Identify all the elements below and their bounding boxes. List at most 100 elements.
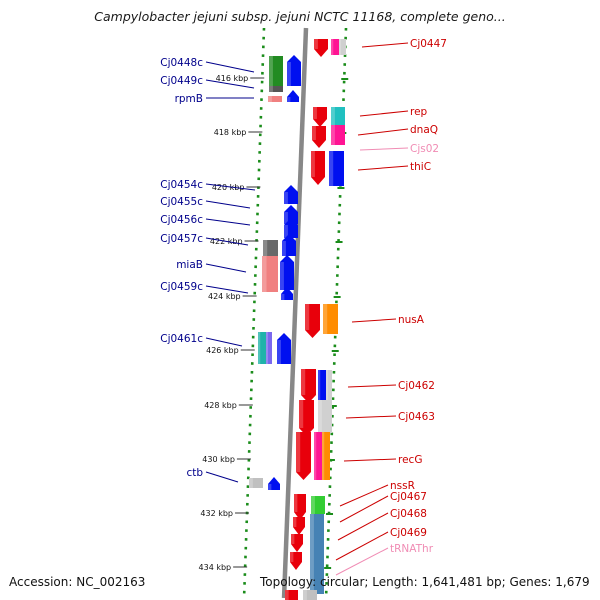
gene-block xyxy=(305,304,320,338)
gene-highlight xyxy=(268,484,272,490)
gene-body xyxy=(284,192,298,204)
gene-body xyxy=(293,517,305,527)
gene-body xyxy=(318,370,326,400)
gene-arrow-head xyxy=(301,395,316,403)
right-gene-label: Cjs02 xyxy=(410,143,439,155)
gene-body xyxy=(305,304,320,330)
gene-arrow-head xyxy=(280,255,294,262)
left-label-leader xyxy=(205,237,249,246)
left-label-leader xyxy=(205,285,249,294)
topology-text: Topology: circular; Length: 1,641,481 bp… xyxy=(260,575,590,589)
gene-highlight xyxy=(331,39,334,55)
gene-block xyxy=(293,517,305,535)
gene-body xyxy=(314,39,328,49)
right-label-leader xyxy=(359,147,409,151)
axis-line xyxy=(281,27,309,599)
genome-axis-backbone xyxy=(281,27,309,599)
gene-body xyxy=(323,304,338,334)
gene-highlight xyxy=(314,39,318,49)
gene-body xyxy=(281,294,293,300)
gene-highlight xyxy=(318,370,321,400)
gene-arrow-head xyxy=(290,562,302,570)
gene-arrow-head xyxy=(284,218,298,225)
gene-block xyxy=(287,90,299,102)
gene-body xyxy=(301,369,316,395)
label-leaders xyxy=(205,42,409,576)
right-gene-label: tRNAThr xyxy=(390,543,434,555)
gene-block xyxy=(311,151,325,185)
ruler-tick-label: 418 kbp xyxy=(214,128,247,137)
left-gene-label: Cj0455c xyxy=(160,196,203,208)
gene-block xyxy=(314,432,322,480)
gene-block xyxy=(266,332,272,364)
gene-body xyxy=(291,534,303,544)
gene-block xyxy=(284,218,298,238)
gene-highlight xyxy=(293,517,297,527)
ruler-tick-label: 428 kbp xyxy=(204,401,237,410)
gene-highlight xyxy=(303,590,307,600)
gene-highlight xyxy=(269,86,273,92)
right-gene-label: nssR xyxy=(390,480,415,492)
gene-block xyxy=(323,304,338,334)
right-label-leader xyxy=(357,128,409,136)
gene-highlight xyxy=(296,432,301,472)
left-label-leader xyxy=(205,183,256,191)
gene-block xyxy=(312,126,326,148)
right-label-leader xyxy=(343,458,397,462)
right-label-leader xyxy=(335,547,389,576)
left-label-leader xyxy=(205,218,251,226)
gene-block xyxy=(291,534,303,552)
gene-highlight xyxy=(318,400,322,433)
gene-body xyxy=(268,484,280,490)
gene-highlight xyxy=(284,225,288,238)
gene-block xyxy=(318,370,326,400)
gene-highlight xyxy=(322,432,325,480)
gene-block xyxy=(258,332,266,364)
gene-body xyxy=(303,590,317,600)
gene-highlight xyxy=(287,62,291,86)
gene-body xyxy=(287,97,299,102)
gene-body xyxy=(277,340,291,364)
gene-body xyxy=(269,86,283,92)
gene-highlight xyxy=(311,151,315,177)
gene-block xyxy=(326,370,332,400)
gene-block xyxy=(314,39,328,57)
gene-body xyxy=(313,107,327,119)
gene-labels: Cj0448c Cj0449c rpmB Cj0454c Cj0455c Cj0456c C… xyxy=(160,38,447,555)
gene-arrow-head xyxy=(287,90,299,97)
gene-arrow-head xyxy=(294,512,306,520)
gene-highlight xyxy=(313,107,317,119)
gene-highlight xyxy=(290,552,294,562)
accession-text: Accession: NC_002163 xyxy=(9,575,146,589)
gene-block xyxy=(329,151,344,186)
ruler-tick-label: 430 kbp xyxy=(202,455,235,464)
gene-arrow-head xyxy=(314,49,328,57)
gene-highlight xyxy=(258,332,261,364)
gene-block xyxy=(284,185,298,204)
right-gene-label: rep xyxy=(410,106,428,118)
gene-block xyxy=(282,234,296,256)
gene-body xyxy=(296,432,311,472)
gene-highlight xyxy=(277,340,281,364)
gene-block xyxy=(296,432,311,480)
left-label-leader xyxy=(205,263,247,273)
right-gene-label: dnaQ xyxy=(410,124,438,136)
gene-body xyxy=(285,590,298,600)
gene-arrow-head xyxy=(293,527,305,535)
gene-highlight xyxy=(285,590,289,600)
left-gene-label: Cj0449c xyxy=(160,75,203,87)
gene-highlight xyxy=(282,241,286,256)
gene-highlight xyxy=(249,478,253,488)
gene-block xyxy=(285,590,298,600)
gene-body xyxy=(329,151,344,186)
gene-block xyxy=(310,514,324,594)
ruler-tick-label: 432 kbp xyxy=(200,509,233,518)
gene-body xyxy=(326,370,332,400)
left-gene-label: Cj0448c xyxy=(160,57,203,69)
gene-highlight xyxy=(305,304,310,330)
left-label-leader xyxy=(205,337,243,347)
gene-highlight xyxy=(326,370,328,400)
gene-body xyxy=(263,240,278,256)
gene-highlight xyxy=(311,496,315,514)
